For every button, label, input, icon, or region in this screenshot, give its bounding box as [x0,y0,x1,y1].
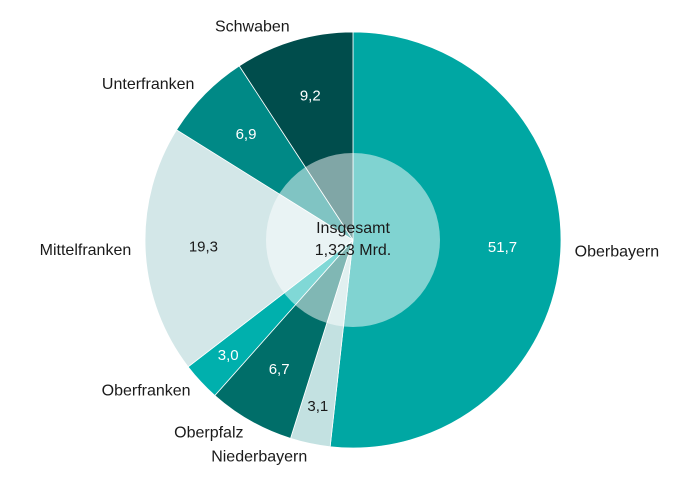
center-label: Insgesamt [316,220,390,237]
value-label: 51,7 [488,239,517,256]
category-label: Unterfranken [102,76,195,93]
value-label: 19,3 [189,238,218,255]
pie-slice [329,31,562,449]
category-label: Niederbayern [211,448,307,465]
labels: 51,7 Oberbayern 3,1 Niederbayern 6,7 Oberpfal… [40,18,659,465]
category-label: Oberbayern [575,243,660,260]
value-label: 3,0 [218,347,239,364]
value-label: 9,2 [300,87,321,104]
category-label: Mittelfranken [40,242,132,259]
value-label: 6,7 [269,361,290,378]
pie-slice [144,129,354,368]
center-label: 1,323 Mrd. [315,242,391,259]
category-label: Oberpfalz [174,424,243,441]
value-label: 3,1 [307,398,328,415]
category-label: Schwaben [215,18,290,35]
value-label: 6,9 [236,126,257,143]
category-label: Oberfranken [102,383,191,400]
center-overlay [266,153,440,327]
pie [144,31,562,449]
